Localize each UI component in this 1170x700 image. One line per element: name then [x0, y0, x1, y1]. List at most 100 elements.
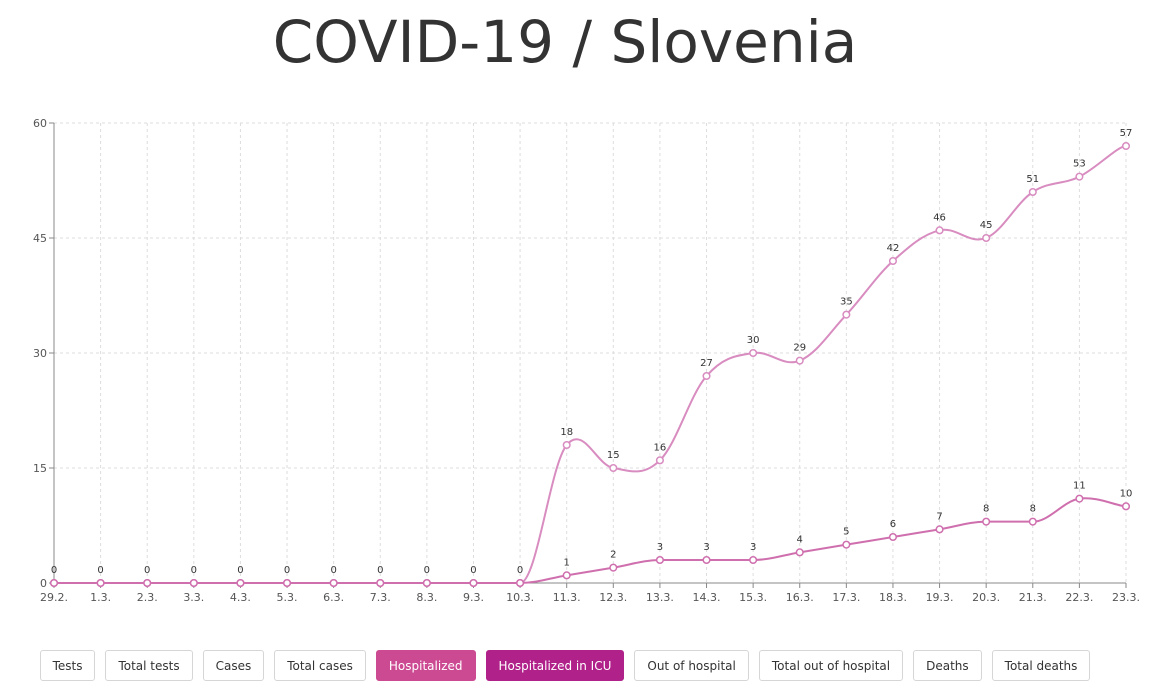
x-tick-label: 6.3. — [323, 591, 344, 604]
data-point-icu — [795, 548, 804, 557]
data-label-hospitalized: 42 — [887, 243, 900, 254]
data-label-hospitalized: 0 — [330, 565, 336, 576]
data-point-icu — [702, 555, 711, 565]
x-tick-label: 21.3. — [1019, 591, 1047, 604]
data-label-icu: 2 — [610, 550, 616, 561]
data-label-icu: 1 — [564, 557, 570, 568]
data-point-hospitalized — [1121, 141, 1131, 151]
tests-button[interactable]: Tests — [39, 650, 96, 681]
x-tick-label: 3.3. — [183, 591, 204, 604]
series-line-icu — [54, 497, 1127, 584]
data-point-icu — [236, 578, 245, 588]
data-point-icu — [562, 571, 571, 580]
x-tick-label: 19.3. — [926, 591, 954, 604]
x-tick-label: 1.3. — [90, 591, 111, 604]
data-point-icu — [329, 578, 338, 588]
data-point-icu — [1121, 502, 1131, 511]
x-tick-label: 29.2. — [40, 591, 68, 604]
hospitalized-in-icu-button[interactable]: Hospitalized in ICU — [485, 650, 625, 681]
x-tick-label: 12.3. — [599, 591, 627, 604]
data-point-icu — [422, 578, 431, 588]
data-point-icu — [282, 578, 292, 588]
x-tick-label: 7.3. — [370, 591, 391, 604]
data-label-hospitalized: 45 — [980, 220, 993, 231]
data-point-hospitalized — [562, 440, 571, 450]
data-point-icu — [516, 578, 525, 588]
data-point-hospitalized — [1028, 187, 1037, 197]
data-label-icu: 3 — [750, 542, 756, 553]
data-point-hospitalized — [702, 371, 711, 381]
data-label-hospitalized: 30 — [747, 335, 760, 346]
data-point-hospitalized — [888, 256, 898, 266]
data-label-hospitalized: 0 — [97, 565, 103, 576]
data-label-hospitalized: 57 — [1120, 128, 1133, 139]
data-point-hospitalized — [795, 356, 804, 365]
data-label-hospitalized: 18 — [560, 427, 573, 438]
data-label-hospitalized: 51 — [1026, 174, 1039, 185]
y-tick-label: 45 — [33, 232, 47, 245]
data-point-hospitalized — [982, 233, 991, 243]
data-label-icu: 3 — [703, 542, 709, 553]
data-label-icu: 7 — [936, 511, 942, 522]
out-of-hospital-button[interactable]: Out of hospital — [634, 650, 749, 681]
data-label-hospitalized: 0 — [51, 565, 57, 576]
series-line-hospitalized — [54, 145, 1127, 584]
data-label-hospitalized: 0 — [470, 565, 476, 576]
data-label-icu: 6 — [890, 519, 896, 530]
data-point-icu — [609, 563, 618, 572]
data-point-icu — [888, 532, 898, 542]
data-point-icu — [469, 578, 478, 588]
data-label-hospitalized: 0 — [284, 565, 290, 576]
x-tick-label: 13.3. — [646, 591, 674, 604]
data-point-icu — [1028, 517, 1037, 526]
data-point-hospitalized — [935, 226, 944, 235]
data-point-hospitalized — [655, 456, 664, 465]
hospitalized-button[interactable]: Hospitalized — [375, 650, 476, 681]
x-tick-label: 20.3. — [972, 591, 1000, 604]
x-tick-label: 15.3. — [739, 591, 767, 604]
data-point-icu — [143, 578, 152, 588]
data-label-hospitalized: 27 — [700, 358, 713, 369]
data-point-icu — [1075, 494, 1084, 503]
data-point-icu — [935, 525, 944, 534]
total-cases-button[interactable]: Total cases — [274, 650, 366, 681]
data-point-icu — [376, 578, 385, 588]
x-tick-label: 9.3. — [463, 591, 484, 604]
x-tick-label: 5.3. — [277, 591, 298, 604]
data-label-hospitalized: 46 — [933, 212, 946, 223]
data-label-hospitalized: 0 — [424, 565, 430, 576]
y-tick-label: 30 — [33, 347, 47, 360]
data-label-icu: 11 — [1073, 481, 1086, 492]
data-label-hospitalized: 15 — [607, 450, 620, 461]
total-out-of-hospital-button[interactable]: Total out of hospital — [758, 650, 904, 681]
data-label-hospitalized: 16 — [654, 442, 667, 453]
y-tick-label: 15 — [33, 462, 47, 475]
page-title: COVID-19 / Slovenia — [272, 8, 858, 76]
data-label-hospitalized: 0 — [237, 565, 243, 576]
x-tick-label: 18.3. — [879, 591, 907, 604]
data-point-hospitalized — [842, 310, 851, 319]
data-label-icu: 3 — [657, 542, 663, 553]
data-point-icu — [655, 555, 664, 565]
data-label-hospitalized: 0 — [191, 565, 197, 576]
data-label-icu: 10 — [1120, 488, 1133, 499]
y-tick-label: 60 — [33, 117, 47, 130]
x-tick-label: 11.3. — [553, 591, 581, 604]
data-point-icu — [189, 578, 198, 588]
x-tick-label: 22.3. — [1065, 591, 1093, 604]
x-tick-label: 4.3. — [230, 591, 251, 604]
cases-button[interactable]: Cases — [202, 650, 265, 681]
data-point-icu — [96, 578, 105, 588]
total-deaths-button[interactable]: Total deaths — [991, 650, 1091, 681]
data-point-hospitalized — [1075, 172, 1084, 181]
x-tick-label: 16.3. — [786, 591, 814, 604]
x-tick-label: 14.3. — [693, 591, 721, 604]
deaths-button[interactable]: Deaths — [913, 650, 982, 681]
data-label-hospitalized: 35 — [840, 297, 853, 308]
y-tick-label: 0 — [40, 577, 47, 590]
total-tests-button[interactable]: Total tests — [105, 650, 193, 681]
data-label-hospitalized: 0 — [517, 565, 523, 576]
data-label-icu: 8 — [1030, 504, 1036, 515]
x-tick-label: 2.3. — [137, 591, 158, 604]
